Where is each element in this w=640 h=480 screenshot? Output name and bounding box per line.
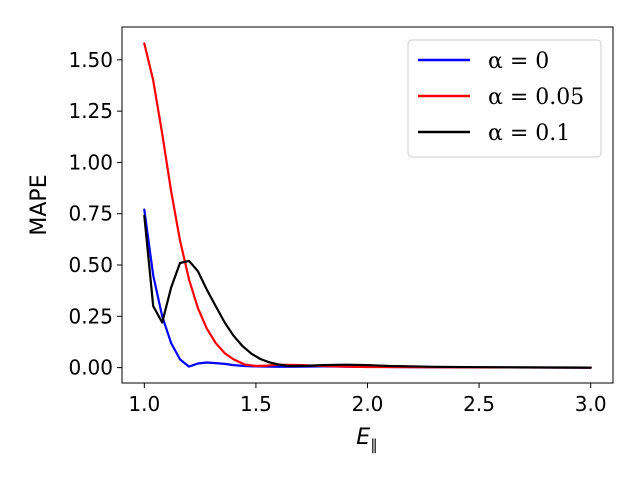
legend-box xyxy=(407,39,602,158)
x-axis-ticks: 1.0 1.5 2.0 2.5 3.0 xyxy=(128,383,607,416)
x-axis-label-main: E xyxy=(356,425,370,450)
y-tick-label: 0.00 xyxy=(68,356,113,380)
x-tick-label: 3.0 xyxy=(575,392,607,416)
series-lines xyxy=(143,42,592,369)
series-line-1 xyxy=(143,42,592,369)
y-tick-label: 0.50 xyxy=(68,253,113,277)
x-tick-label: 2.0 xyxy=(352,392,384,416)
x-tick-label: 1.5 xyxy=(240,392,272,416)
y-axis-label: MAPE xyxy=(27,174,52,235)
series-line-0 xyxy=(143,208,592,369)
legend-label-2: α = 0.1 xyxy=(488,121,570,146)
x-tick-label: 2.5 xyxy=(463,392,495,416)
x-tick-label: 1.0 xyxy=(128,392,160,416)
y-tick-label: 0.75 xyxy=(68,202,113,226)
y-tick-label: 1.25 xyxy=(68,99,113,123)
legend-label-1: α = 0.05 xyxy=(488,85,584,110)
legend-label-0: α = 0 xyxy=(488,49,549,74)
y-tick-label: 1.50 xyxy=(68,48,113,72)
y-axis-ticks: 0.00 0.25 0.50 0.75 1.00 1.25 1.50 xyxy=(68,48,122,380)
x-axis-label: E∥ xyxy=(356,425,377,454)
series-line-2 xyxy=(143,214,592,369)
x-axis-label-subscript: ∥ xyxy=(370,436,378,454)
y-tick-label: 0.25 xyxy=(68,304,113,328)
y-tick-label: 1.00 xyxy=(68,150,113,174)
legend: α = 0 α = 0.05 α = 0.1 xyxy=(407,39,602,158)
